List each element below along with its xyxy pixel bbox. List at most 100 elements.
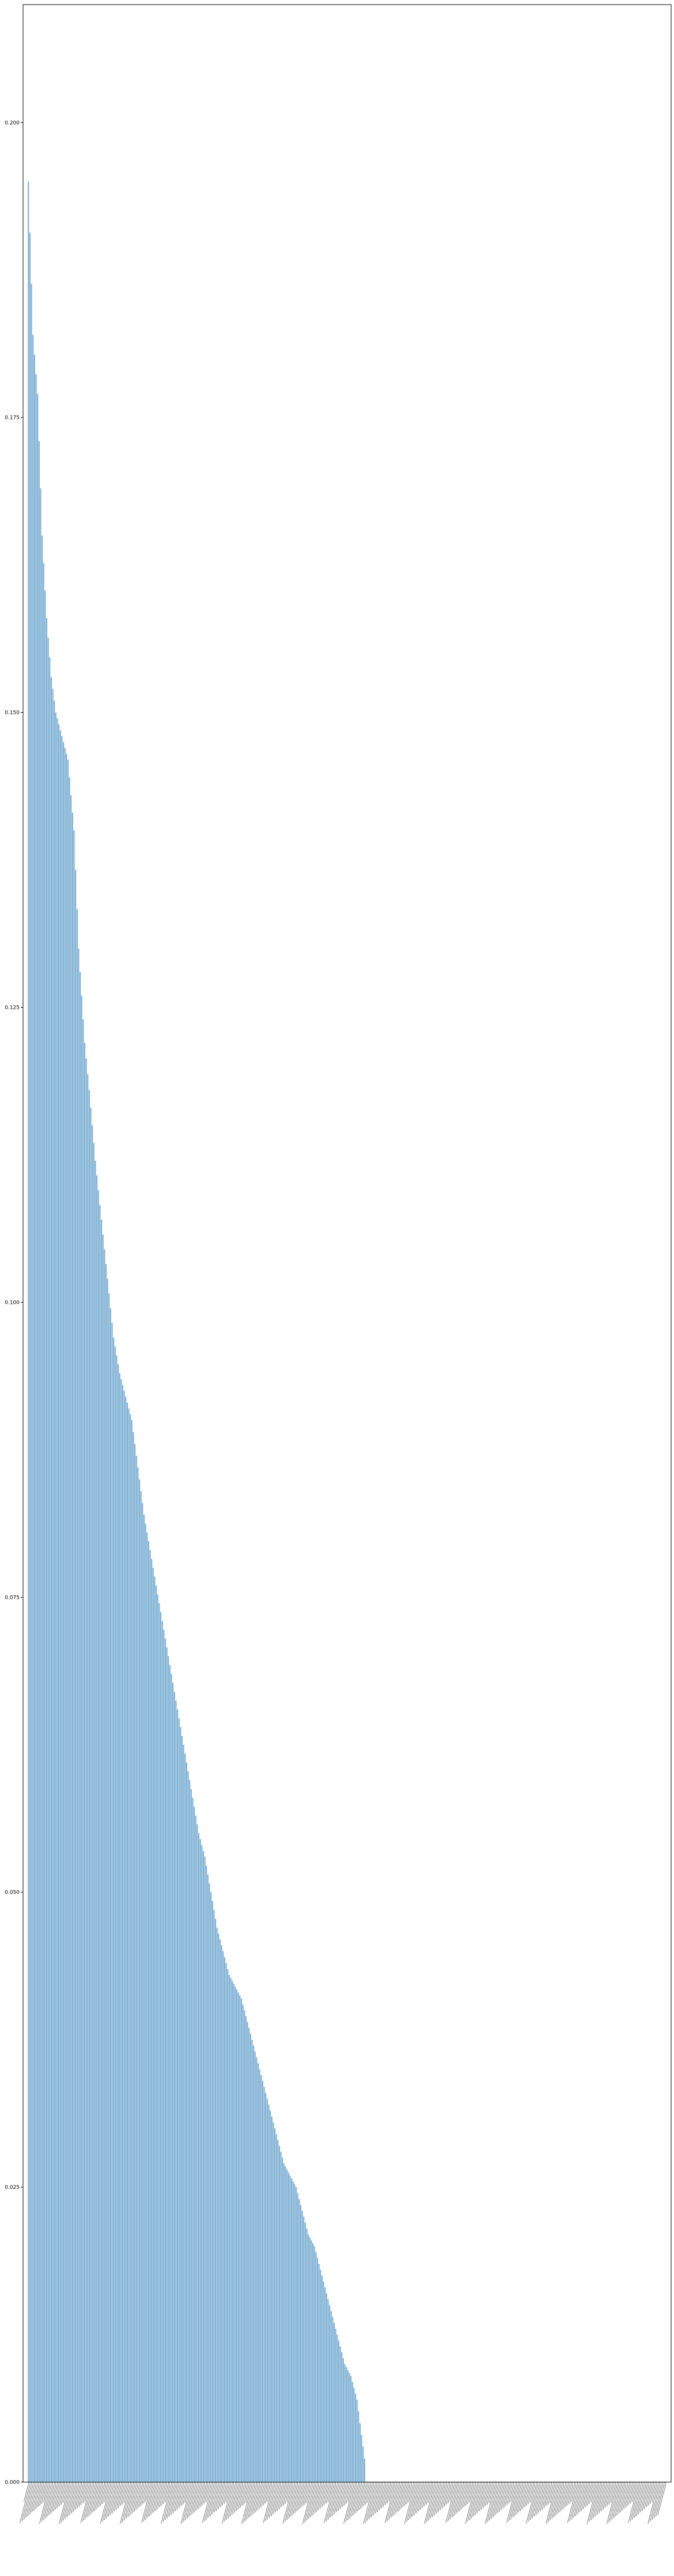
x-tick-label (404, 2484, 411, 2506)
bar (126, 1402, 128, 2482)
x-tick-label (467, 2484, 478, 2522)
x-tick-label (563, 2484, 570, 2509)
x-tick-label (480, 2484, 489, 2510)
x-tick-label (590, 2484, 601, 2521)
x-tick-label (286, 2484, 297, 2521)
bar (329, 2305, 331, 2482)
bar (175, 1700, 177, 2482)
x-tick-label (427, 2484, 438, 2521)
bar (351, 2381, 353, 2482)
x-tick-label (489, 2484, 494, 2503)
x-tick-label (221, 2484, 233, 2524)
bar (300, 2204, 302, 2482)
bar (154, 1576, 156, 2482)
x-tick-label (277, 2484, 285, 2511)
bar (202, 1851, 205, 2482)
x-tick-label (494, 2484, 503, 2516)
x-tick-label (272, 2484, 282, 2515)
x-tick-label (59, 2484, 70, 2525)
x-tick-label (39, 2484, 46, 2506)
bar (195, 1815, 196, 2482)
x-tick-label (60, 2484, 67, 2505)
x-tick-label (506, 2484, 513, 2506)
bar (123, 1390, 125, 2482)
bar (49, 657, 51, 2482)
x-tick-label (365, 2484, 376, 2523)
x-tick-label (643, 2484, 651, 2510)
bar (247, 2022, 248, 2482)
x-tick-label (351, 2484, 361, 2517)
x-tick-label (339, 2484, 347, 2510)
x-tick-label (610, 2484, 616, 2503)
x-tick-label (335, 2484, 344, 2513)
x-tick-label (526, 2484, 537, 2524)
y-tick-label: 0.125 (5, 1005, 20, 1011)
bar (164, 1638, 166, 2482)
bar (301, 2211, 303, 2482)
bar (303, 2216, 305, 2482)
x-tick-label (206, 2484, 216, 2520)
x-tick-label (47, 2484, 56, 2517)
x-tick-label (551, 2484, 562, 2520)
bar (125, 1397, 127, 2482)
bar (173, 1692, 175, 2482)
bar (289, 2175, 291, 2482)
x-tick-label (243, 2484, 249, 2505)
bar (294, 2184, 296, 2482)
x-tick-label (533, 2484, 543, 2517)
x-tick-label (210, 2484, 219, 2517)
x-tick-label (547, 2484, 554, 2505)
x-tick-label (41, 2484, 52, 2522)
x-tick-label (237, 2484, 245, 2510)
x-tick-label (290, 2484, 300, 2517)
x-tick-label (20, 2484, 31, 2524)
x-tick-label (479, 2484, 487, 2512)
x-tick-label (465, 2484, 472, 2506)
bar (142, 1503, 143, 2482)
x-tick-label (546, 2484, 552, 2507)
x-tick-label (330, 2484, 339, 2518)
x-tick-label (139, 2484, 146, 2507)
x-tick-label (324, 2484, 330, 2506)
bar (358, 2411, 359, 2482)
bar (196, 1824, 198, 2482)
x-tick-label (116, 2484, 123, 2510)
x-tick-label (383, 2484, 389, 2507)
x-tick-label (522, 2484, 529, 2510)
x-tick-label (573, 2484, 582, 2518)
bar (130, 1414, 131, 2482)
bar (131, 1420, 132, 2482)
bar (172, 1682, 174, 2482)
bar (213, 1909, 215, 2482)
y-axis: 0.000 0.025 0.050 0.075 0.100 0.125 0.150 0.175… (5, 120, 23, 2486)
x-tick-label (606, 2484, 618, 2525)
x-tick-label (214, 2484, 222, 2513)
bar (275, 2134, 277, 2482)
x-tick-label (225, 2484, 236, 2521)
x-tick-label (39, 2484, 50, 2524)
x-tick-label (392, 2484, 402, 2517)
x-tick-label (426, 2484, 432, 2505)
bar (113, 1337, 115, 2482)
x-tick-label (302, 2484, 313, 2525)
x-tick-label (628, 2484, 639, 2524)
bar (325, 2293, 327, 2482)
x-tick-label (129, 2484, 138, 2516)
x-tick-label (161, 2484, 172, 2524)
x-tick-label (55, 2484, 62, 2510)
x-tick-label (168, 2484, 178, 2517)
x-tick-label (343, 2484, 354, 2524)
x-tick-label (473, 2484, 482, 2517)
x-tick-label (282, 2484, 289, 2506)
x-tick-label (65, 2484, 75, 2520)
x-tick-label (325, 2484, 332, 2504)
bar (308, 2234, 309, 2482)
bar (69, 777, 70, 2482)
x-tick-label (33, 2484, 41, 2511)
x-tick-label (441, 2484, 449, 2509)
bar (50, 677, 52, 2482)
bar (194, 1806, 195, 2482)
bar (81, 996, 82, 2482)
bar (38, 441, 40, 2482)
bar (114, 1346, 116, 2482)
